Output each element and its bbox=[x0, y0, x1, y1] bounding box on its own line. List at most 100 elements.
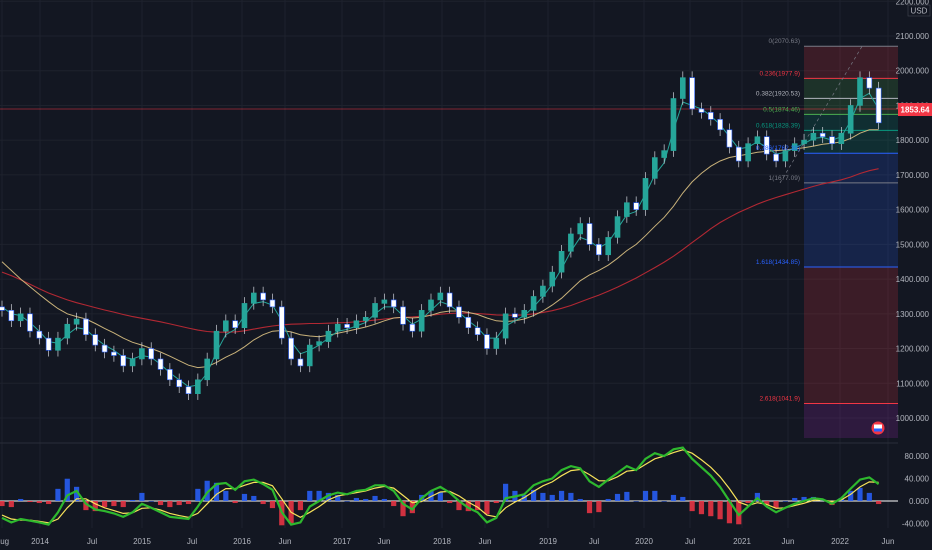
candle-body bbox=[530, 296, 537, 311]
candle-body bbox=[111, 351, 117, 356]
flag-icon[interactable] bbox=[871, 421, 885, 435]
fib-level-label: 0(2070.63) bbox=[769, 38, 800, 45]
candle-body bbox=[390, 299, 397, 308]
fibonacci-retracement[interactable] bbox=[779, 45, 898, 438]
oscillator-bar bbox=[241, 493, 248, 501]
price-axis[interactable]: 2200.0002100.0002000.0001900.0001800.000… bbox=[896, 0, 932, 529]
candle-body bbox=[167, 369, 173, 381]
candle-body bbox=[689, 77, 695, 110]
candle-body bbox=[148, 348, 155, 360]
fib-level-label: 0.5(1874.46) bbox=[763, 106, 800, 113]
candle-body bbox=[763, 136, 770, 155]
fib-zone bbox=[804, 46, 898, 79]
fib-zone bbox=[804, 78, 898, 99]
candle-body bbox=[306, 344, 313, 367]
candle-body bbox=[549, 271, 556, 287]
candle-body bbox=[540, 285, 546, 297]
oscillator-bar bbox=[568, 492, 574, 501]
oscillator-bar bbox=[36, 501, 42, 504]
candle-body bbox=[642, 178, 649, 210]
time-tick-label: Jul bbox=[187, 537, 197, 546]
oscillator-bar bbox=[670, 494, 677, 501]
oscillator-slow-line bbox=[1, 449, 879, 524]
oscillator-bar bbox=[129, 499, 136, 501]
oscillator-bar bbox=[251, 495, 257, 501]
fib-level-label: 0.236(1977.9) bbox=[760, 70, 800, 77]
candle-body bbox=[362, 316, 369, 322]
candle-body bbox=[614, 216, 621, 238]
price-tick-label: 1800.000 bbox=[896, 136, 930, 145]
candle-body bbox=[176, 379, 182, 388]
candle-body bbox=[241, 303, 248, 329]
candle-body bbox=[652, 157, 658, 179]
oscillator-bar bbox=[717, 501, 723, 520]
fib-zone bbox=[804, 130, 898, 154]
oscillator-bar bbox=[297, 501, 304, 511]
currency-badge bbox=[907, 4, 931, 17]
oscillator-bar bbox=[866, 492, 872, 501]
oscillator-bar bbox=[596, 501, 602, 513]
oscillator-bar bbox=[269, 501, 276, 509]
oscillator-bar bbox=[185, 501, 192, 505]
currency-label: USD bbox=[911, 7, 928, 16]
candle-body bbox=[316, 341, 322, 346]
oscillator-bar bbox=[148, 501, 154, 502]
price-tick-label: 1500.000 bbox=[896, 240, 930, 249]
candle-body bbox=[782, 150, 789, 162]
oscillator-bar bbox=[484, 501, 490, 515]
candle-body bbox=[36, 330, 43, 339]
oscillator-bar bbox=[745, 501, 751, 504]
time-tick-label: Jun bbox=[882, 537, 895, 546]
oscillator-bar bbox=[493, 501, 499, 504]
candle-body bbox=[577, 223, 584, 235]
candle-body bbox=[857, 77, 863, 106]
last-price-tag bbox=[898, 103, 932, 116]
candle-body bbox=[120, 355, 127, 367]
time-tick-label: Jul bbox=[589, 537, 599, 546]
price-tick-label: 1000.000 bbox=[896, 414, 930, 423]
oscillator-bar bbox=[400, 501, 406, 517]
time-axis[interactable]: Aug 2014 Jul 2015 Jul 2016 Jun 2017 Jun 2018 Jun 20… bbox=[0, 528, 898, 550]
oscillator-bar bbox=[0, 501, 5, 507]
time-tick-label: Jul bbox=[685, 537, 695, 546]
candle-body bbox=[717, 119, 723, 131]
time-tick-label: 2016 bbox=[233, 537, 251, 546]
time-tick-label: 2019 bbox=[539, 537, 557, 546]
candle-body bbox=[185, 386, 192, 394]
candle-body bbox=[73, 318, 80, 325]
candle-body bbox=[55, 337, 61, 351]
candle-body bbox=[157, 358, 164, 370]
candle-body bbox=[661, 150, 667, 158]
moving-averages bbox=[1, 92, 880, 388]
oscillator-bar bbox=[642, 490, 649, 501]
fib-zone bbox=[804, 266, 898, 404]
candle-body bbox=[92, 334, 99, 346]
candle-body bbox=[838, 132, 845, 144]
candle-body bbox=[428, 299, 434, 311]
oscillator-bar bbox=[782, 501, 788, 502]
candle-body bbox=[512, 313, 518, 318]
oscillator-bar bbox=[661, 501, 667, 502]
oscillator-bar bbox=[111, 501, 117, 507]
price-tick-label: 2100.000 bbox=[896, 32, 930, 41]
oscillator-bar bbox=[605, 498, 611, 501]
price-tick-label: 1100.000 bbox=[896, 379, 929, 388]
time-tick-label: Jun bbox=[279, 537, 292, 546]
candle-body bbox=[83, 318, 89, 335]
candle-body bbox=[866, 77, 873, 89]
candle-body bbox=[139, 348, 145, 360]
oscillator-bar bbox=[857, 487, 863, 501]
ma-slow-line bbox=[1, 168, 879, 333]
oscillator-tick-label: -40.000 bbox=[902, 520, 930, 529]
price-tick-label: 1200.000 bbox=[896, 345, 930, 354]
candle-body bbox=[810, 132, 817, 141]
candle-body bbox=[437, 292, 444, 301]
candle-body bbox=[680, 77, 686, 99]
oscillator-bar bbox=[74, 486, 80, 501]
candle-body bbox=[745, 143, 751, 162]
oscillator-bar bbox=[167, 501, 173, 508]
oscillator-bar bbox=[46, 501, 52, 505]
price-candles bbox=[0, 71, 882, 400]
candle-body bbox=[101, 344, 108, 353]
